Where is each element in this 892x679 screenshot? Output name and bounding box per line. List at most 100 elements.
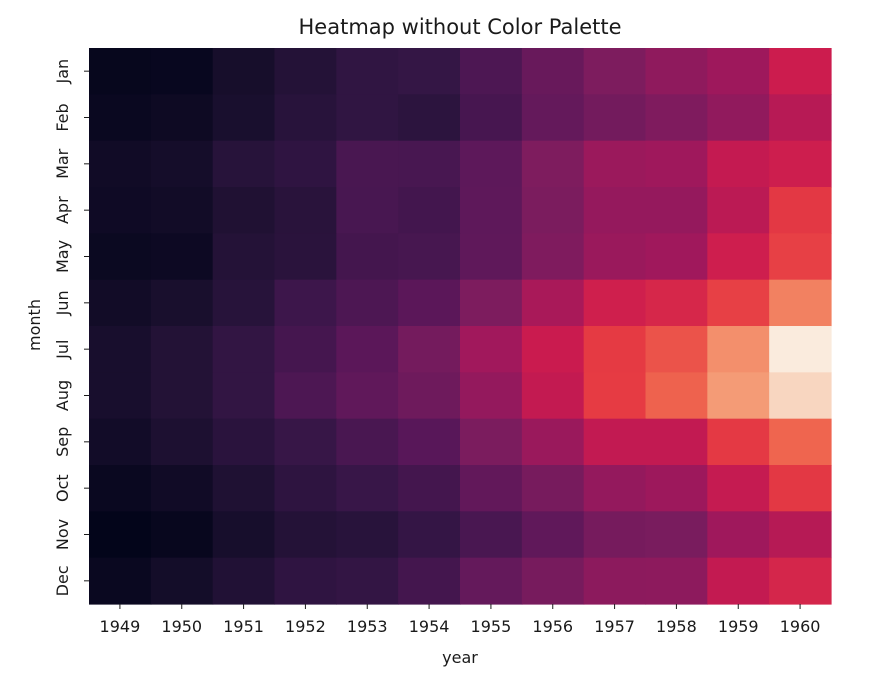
heatmap-cell [336,418,399,466]
heatmap-cell [645,48,708,95]
heatmap-cell [583,187,647,234]
heatmap-cell [460,140,523,188]
heatmap-cell [274,279,337,327]
heatmap-cell [274,187,337,234]
heatmap-cell [460,465,523,512]
heatmap-cell [89,465,152,512]
heatmap-cell [212,326,276,373]
y-tick-label: Dec [53,565,72,596]
heatmap-cell [398,94,461,142]
y-axis-label: month [25,299,44,351]
y-tick-label: Jun [53,290,72,316]
heatmap-cell [398,511,461,559]
heatmap-cell [274,465,337,512]
heatmap-cell [521,326,585,373]
heatmap-cell [769,48,832,95]
heatmap-cell [89,557,152,605]
heatmap-cell [212,557,276,605]
heatmap-cell [336,326,399,373]
heatmap-cell [398,465,461,512]
heatmap-cell [645,187,708,234]
heatmap-cell [583,233,647,281]
x-tick-label: 1953 [347,617,388,636]
x-axis: 1949 1950 1951 1952 1953 1954 1955 1956 1957 1958… [100,604,821,636]
heatmap-cell [769,465,832,512]
heatmap-cells [89,48,832,605]
heatmap-cell [89,140,152,188]
y-tick-label: Oct [53,474,72,502]
heatmap-cell [274,140,337,188]
heatmap-cell [150,94,214,142]
heatmap-cell [398,233,461,281]
x-tick-label: 1957 [594,617,635,636]
heatmap-cell [89,511,152,559]
heatmap-cell [769,279,832,327]
heatmap-cell [89,233,152,281]
heatmap-cell [645,557,708,605]
heatmap-cell [336,465,399,512]
heatmap-cell [150,326,214,373]
heatmap-cell [460,233,523,281]
heatmap-cell [645,326,708,373]
y-tick-label: Apr [53,196,72,224]
y-tick-label: Jul [53,340,72,360]
heatmap-cell [521,233,585,281]
heatmap-cell [150,465,214,512]
chart-title: Heatmap without Color Palette [299,15,622,39]
heatmap-cell [89,279,152,327]
heatmap-cell [769,326,832,373]
heatmap-cell [769,140,832,188]
y-axis: Jan Feb Mar Apr May Jun Jul Aug Sep Oct Nov Dec [53,59,89,596]
y-tick-label: Jan [53,59,72,85]
x-tick-label: 1955 [471,617,512,636]
heatmap-cell [707,279,770,327]
heatmap-cell [769,557,832,605]
heatmap-cell [398,326,461,373]
heatmap-cell [583,372,647,420]
heatmap-cell [707,511,770,559]
heatmap-cell [336,372,399,420]
heatmap-cell [521,187,585,234]
heatmap-cell [212,511,276,559]
heatmap-cell [336,48,399,95]
heatmap-cell [521,279,585,327]
heatmap-cell [521,140,585,188]
heatmap-cell [769,511,832,559]
heatmap-cell [212,279,276,327]
heatmap-cell [583,465,647,512]
heatmap-cell [212,140,276,188]
heatmap-cell [150,140,214,188]
heatmap-cell [274,511,337,559]
heatmap-cell [336,511,399,559]
heatmap-cell [274,233,337,281]
heatmap-cell [583,94,647,142]
heatmap-cell [212,233,276,281]
y-tick-label: Nov [53,519,72,550]
heatmap-cell [769,418,832,466]
heatmap-cell [274,94,337,142]
heatmap-cell [89,94,152,142]
heatmap-cell [398,418,461,466]
heatmap-cell [583,511,647,559]
heatmap-cell [769,94,832,142]
x-tick-label: 1954 [409,617,450,636]
heatmap-cell [150,48,214,95]
heatmap-cell [460,557,523,605]
heatmap-cell [150,372,214,420]
x-tick-label: 1950 [161,617,202,636]
y-tick-label: Mar [53,148,72,179]
heatmap-cell [336,233,399,281]
x-tick-label: 1958 [656,617,697,636]
x-tick-label: 1960 [780,617,821,636]
heatmap-cell [89,48,152,95]
heatmap-cell [150,418,214,466]
x-tick-label: 1951 [223,617,264,636]
heatmap-cell [583,140,647,188]
heatmap-cell [398,140,461,188]
heatmap-cell [583,326,647,373]
heatmap-cell [336,94,399,142]
heatmap-cell [583,418,647,466]
heatmap-cell [645,511,708,559]
heatmap-cell [212,187,276,234]
heatmap-cell [460,48,523,95]
